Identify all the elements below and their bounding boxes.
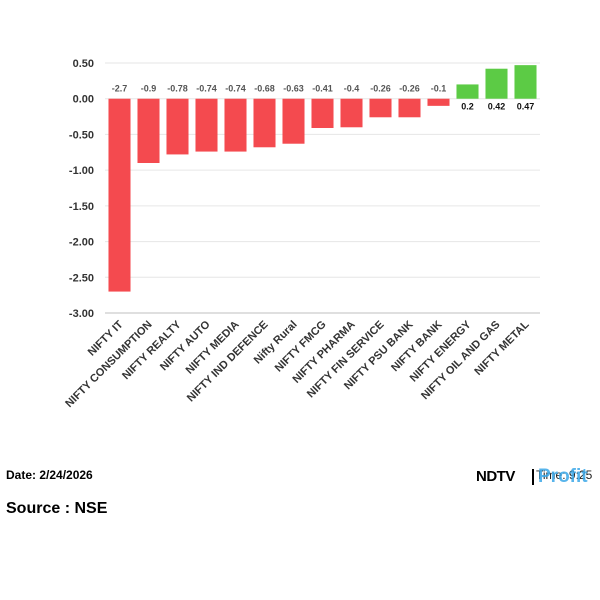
bar [108, 98, 131, 292]
bar [224, 98, 247, 152]
data-label: -0.63 [283, 84, 304, 94]
bar [253, 98, 276, 148]
bar [166, 98, 189, 155]
y-tick-label: -0.50 [69, 129, 94, 141]
bar [340, 98, 363, 128]
data-label: 0.47 [517, 102, 535, 112]
data-label: -0.74 [225, 84, 246, 94]
y-axis-ticks: 0.50 0.00 -0.50 -1.00 -1.50 -2.00 -2.50 -3.00 [69, 58, 94, 320]
bar [456, 84, 479, 99]
bar [195, 98, 218, 152]
data-label: -0.74 [196, 84, 217, 94]
y-tick-label: -1.50 [69, 201, 94, 213]
y-tick-label: 0.50 [73, 58, 94, 70]
data-label: 0.2 [461, 102, 474, 112]
profit-logo-text: Profit [538, 466, 588, 487]
data-label: -2.7 [112, 84, 128, 94]
y-tick-label: -2.00 [69, 237, 94, 249]
data-labels: -2.7 -0.9 -0.78 -0.74 -0.74 -0.68 -0.63 -0.41 -0… [112, 84, 535, 112]
date-label: Date: 2/24/2026 [6, 468, 93, 482]
bar [369, 98, 392, 118]
bar [398, 98, 421, 118]
source-label: Source : NSE [6, 500, 108, 517]
y-tick-label: -1.00 [69, 165, 94, 177]
bar-chart: 0.50 0.00 -0.50 -1.00 -1.50 -2.00 -2.50 -3.00 -… [63, 58, 540, 410]
bar [137, 98, 160, 163]
ndtv-logo-text: NDTV [476, 468, 515, 485]
ndtv-profit-logo: NDTV Time: 9:25 Profit [476, 466, 596, 488]
bars [108, 65, 537, 292]
bar [282, 98, 305, 144]
data-label: -0.68 [254, 84, 275, 94]
y-tick-label: -3.00 [69, 308, 94, 320]
data-label: -0.78 [167, 84, 188, 94]
time-label: Time: 9:25 [536, 468, 593, 482]
data-label: -0.1 [431, 84, 447, 94]
data-label: -0.26 [399, 84, 420, 94]
logo-divider [532, 469, 534, 485]
data-label: -0.26 [370, 84, 391, 94]
bar [485, 68, 508, 99]
bar [311, 98, 334, 128]
data-label: -0.9 [141, 84, 157, 94]
y-tick-label: -2.50 [69, 272, 94, 284]
data-label: -0.4 [344, 84, 360, 94]
bar [427, 98, 450, 106]
bar [514, 65, 537, 99]
data-label: 0.42 [488, 102, 506, 112]
y-tick-label: 0.00 [73, 94, 94, 106]
data-label: -0.41 [312, 84, 333, 94]
